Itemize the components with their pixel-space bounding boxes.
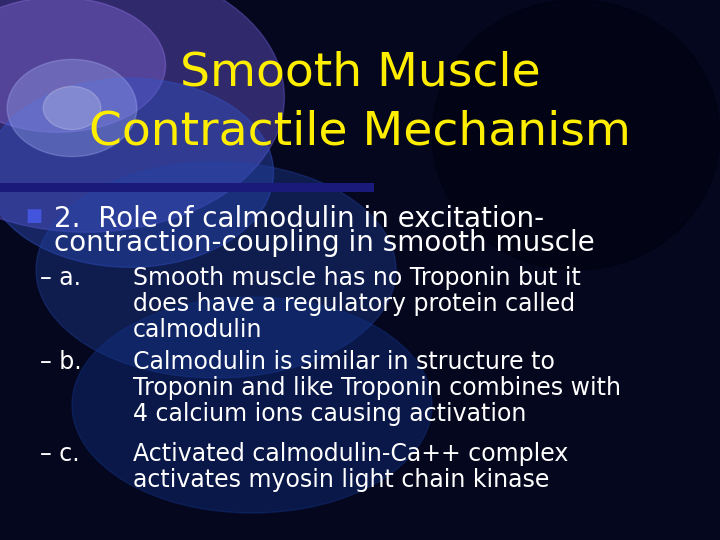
Ellipse shape xyxy=(0,0,284,232)
Text: Troponin and like Troponin combines with: Troponin and like Troponin combines with xyxy=(133,376,621,400)
Ellipse shape xyxy=(72,297,432,513)
Text: activates myosin light chain kinase: activates myosin light chain kinase xyxy=(133,468,549,491)
Text: Contractile Mechanism: Contractile Mechanism xyxy=(89,110,631,155)
Text: Smooth muscle has no Troponin but it: Smooth muscle has no Troponin but it xyxy=(133,266,581,290)
Text: – a.: – a. xyxy=(40,266,81,290)
Ellipse shape xyxy=(0,0,166,132)
Ellipse shape xyxy=(43,86,101,130)
Text: 2.  Role of calmodulin in excitation-: 2. Role of calmodulin in excitation- xyxy=(54,205,544,233)
Text: ■: ■ xyxy=(25,207,42,225)
Ellipse shape xyxy=(0,78,274,267)
Text: Smooth Muscle: Smooth Muscle xyxy=(180,50,540,96)
Ellipse shape xyxy=(432,0,720,270)
FancyBboxPatch shape xyxy=(0,183,374,192)
Text: does have a regulatory protein called: does have a regulatory protein called xyxy=(133,292,575,316)
Text: 4 calcium ions causing activation: 4 calcium ions causing activation xyxy=(133,402,526,426)
Text: – c.: – c. xyxy=(40,442,79,465)
Ellipse shape xyxy=(7,59,137,157)
Text: calmodulin: calmodulin xyxy=(133,318,263,342)
Text: – b.: – b. xyxy=(40,350,81,374)
Ellipse shape xyxy=(36,162,396,378)
Text: Activated calmodulin-Ca++ complex: Activated calmodulin-Ca++ complex xyxy=(133,442,569,465)
Text: Calmodulin is similar in structure to: Calmodulin is similar in structure to xyxy=(133,350,555,374)
Text: contraction-coupling in smooth muscle: contraction-coupling in smooth muscle xyxy=(54,229,595,257)
